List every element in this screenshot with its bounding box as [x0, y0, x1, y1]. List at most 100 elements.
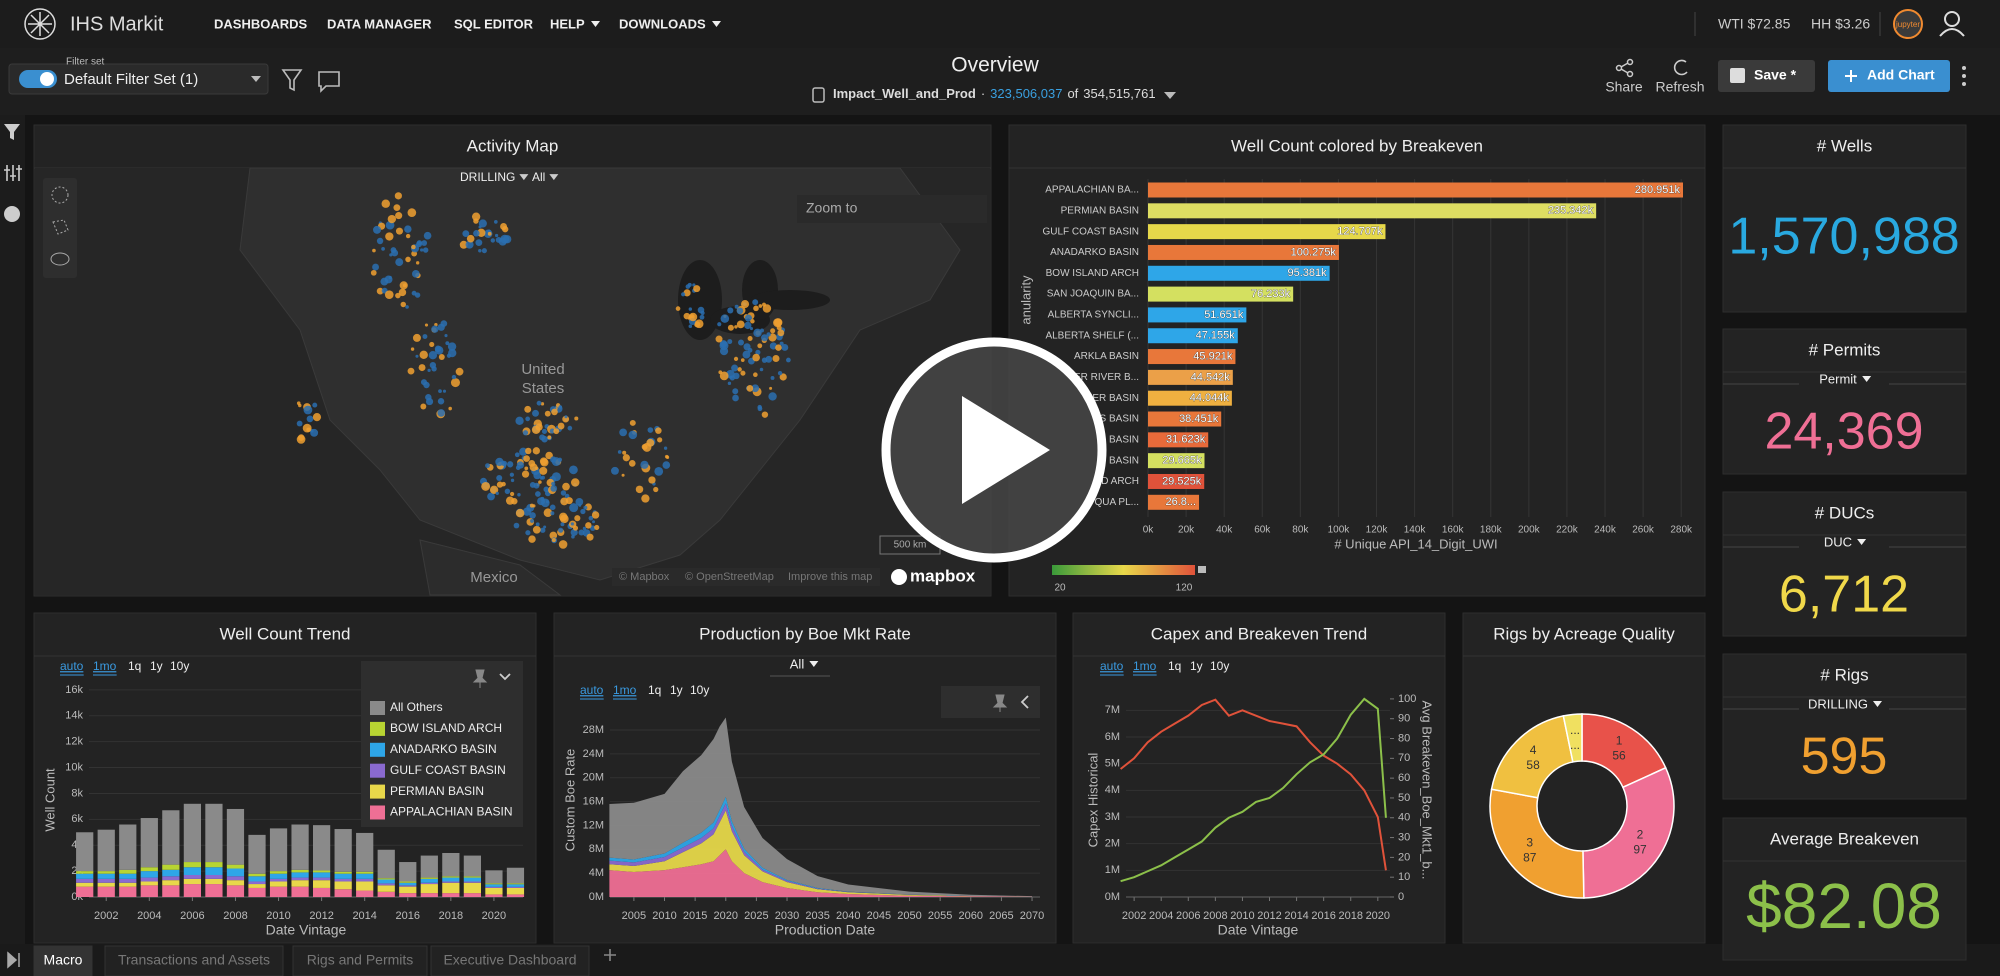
map-activity-dot — [592, 520, 596, 524]
caret — [1164, 92, 1176, 99]
nav-menu-item[interactable]: DASHBOARDS — [214, 16, 308, 31]
kpi-filter[interactable]: DUC — [1824, 534, 1852, 549]
tab-label[interactable]: Macro — [44, 952, 83, 968]
range-selector[interactable]: 1y — [670, 683, 683, 697]
nav-menu-item[interactable]: HELP — [550, 16, 585, 31]
bar — [1148, 265, 1330, 281]
map-activity-dot — [629, 419, 636, 426]
map-activity-dot — [585, 522, 592, 529]
map-activity-dot — [515, 508, 525, 518]
sidebar-filter-icon[interactable] — [4, 124, 20, 140]
bar-segment — [506, 867, 525, 884]
filter-icon[interactable] — [281, 69, 303, 92]
map-land — [419, 539, 562, 596]
x-tick-label: 2065 — [989, 910, 1013, 922]
map-activity-dot — [759, 367, 764, 372]
tab-label[interactable]: Transactions and Assets — [118, 952, 270, 968]
range-selector[interactable]: 1y — [150, 659, 163, 673]
user-icon[interactable] — [1939, 11, 1965, 37]
lasso-free-tool[interactable] — [50, 252, 70, 266]
lasso-circle-tool[interactable] — [51, 186, 69, 204]
map-activity-dot — [544, 410, 551, 417]
map-activity-dot — [770, 328, 776, 334]
x-tick-label: 140k — [1404, 525, 1427, 536]
tab[interactable] — [104, 945, 284, 976]
range-selector[interactable]: 10y — [690, 683, 709, 697]
bar-segment — [97, 829, 115, 872]
nav-menu-item[interactable]: SQL EDITOR — [454, 16, 534, 31]
tab-label[interactable]: Executive Dashboard — [443, 952, 576, 968]
pin-icon[interactable] — [472, 669, 488, 688]
map-activity-dot — [422, 247, 429, 253]
nav-menu-item[interactable]: DOWNLOADS — [619, 16, 706, 31]
lasso-polygon-tool[interactable] — [52, 219, 69, 235]
tab-toggle-icon[interactable] — [7, 951, 20, 969]
jupyter-icon[interactable] — [1893, 9, 1923, 39]
expand-icon[interactable] — [1020, 695, 1029, 709]
range-selector[interactable]: auto — [580, 683, 604, 697]
range-selector[interactable]: 10y — [170, 659, 189, 673]
refresh-icon[interactable] — [1673, 59, 1688, 76]
map-activity-dot — [429, 341, 435, 348]
kpi-filter[interactable]: DRILLING — [1808, 696, 1868, 711]
map-activity-dot — [647, 427, 654, 433]
zoom-box[interactable] — [797, 195, 987, 223]
map-activity-dot — [648, 476, 656, 484]
scale-min: 20 — [1054, 583, 1066, 594]
map-status-filter[interactable]: All — [532, 170, 545, 184]
x-tick-label: 2014 — [1284, 910, 1308, 922]
map-activity-dot — [551, 472, 561, 482]
bar-segment — [183, 803, 201, 863]
map-activity-dot — [646, 438, 655, 447]
area-layer — [609, 849, 1033, 897]
x-tick-label: 40k — [1216, 525, 1233, 536]
sidebar-settings-icon[interactable] — [4, 165, 22, 181]
kpi-filter[interactable]: Permit — [1819, 371, 1857, 386]
refresh-label[interactable]: Refresh — [1655, 79, 1704, 95]
sidebar-palette-icon[interactable] — [4, 206, 20, 222]
map-activity-dot — [635, 485, 644, 494]
y2-tick-label: 10 — [1398, 871, 1410, 883]
tab[interactable] — [292, 945, 428, 976]
data-label: 44.542k — [1191, 371, 1231, 383]
filter-set-select[interactable] — [8, 63, 269, 95]
range-selector[interactable]: auto — [60, 659, 84, 673]
tab[interactable] — [430, 945, 590, 976]
share-button[interactable] — [1615, 58, 1634, 78]
range-selector[interactable]: 1mo — [93, 659, 117, 673]
range-selector[interactable]: 1q — [648, 683, 661, 697]
map-activity-dot — [736, 307, 744, 315]
chart-filter[interactable]: All — [790, 656, 805, 671]
x-tick-label: 2002 — [94, 910, 118, 922]
share-label[interactable]: Share — [1605, 79, 1643, 95]
map-type-filter[interactable]: DRILLING — [460, 170, 515, 184]
tab[interactable] — [33, 945, 93, 976]
logo-icon — [24, 8, 56, 40]
bar-segment — [291, 869, 309, 873]
bar-segment — [183, 878, 201, 885]
map-activity-dot — [539, 466, 548, 475]
range-selector[interactable]: 1y — [1190, 659, 1203, 673]
map-lake — [742, 260, 778, 320]
y-tick-label: 6M — [1105, 731, 1120, 743]
range-selector[interactable]: 1mo — [1133, 659, 1157, 673]
range-selector[interactable]: 1q — [1168, 659, 1181, 673]
nav-menu-item[interactable]: DATA MANAGER — [327, 16, 432, 31]
map-activity-dot — [465, 240, 474, 249]
dot — [1962, 82, 1966, 86]
y-tick-label: 16k — [65, 684, 83, 696]
range-selector[interactable]: 1mo — [613, 683, 637, 697]
range-selector[interactable]: 1q — [128, 659, 141, 673]
pin-icon[interactable] — [992, 694, 1008, 712]
tab-label[interactable]: Rigs and Permits — [307, 952, 414, 968]
map-activity-dot — [478, 219, 487, 228]
range-selector[interactable]: 10y — [1210, 659, 1229, 673]
range-selector[interactable]: auto — [1100, 659, 1124, 673]
collapse-icon[interactable] — [499, 673, 511, 681]
add-chart-button[interactable] — [1828, 60, 1950, 92]
comment-icon[interactable] — [318, 71, 340, 93]
map-activity-dot — [540, 402, 545, 406]
y2-tick-label: 0 — [1398, 891, 1404, 903]
add-tab[interactable] — [604, 949, 616, 961]
more-menu[interactable] — [1962, 66, 1966, 86]
